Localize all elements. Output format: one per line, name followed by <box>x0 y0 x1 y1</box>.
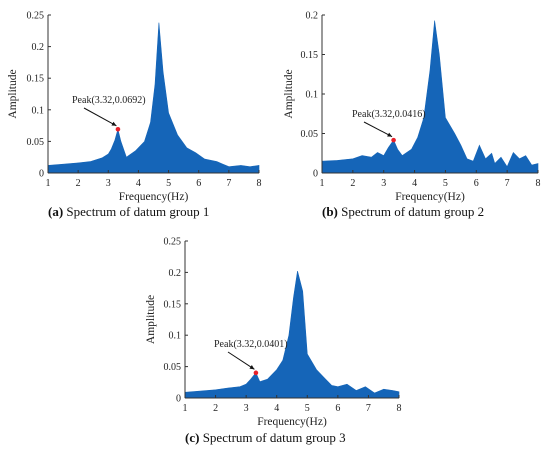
y-tick-label-a: 0 <box>39 169 44 180</box>
x-tick-label-b: 4 <box>412 178 417 189</box>
peak-label-a: Peak(3.32,0.0692) <box>72 95 146 106</box>
caption-b-text: Spectrum of datum group 2 <box>337 204 485 219</box>
y-tick-label-b: 0.05 <box>301 129 319 140</box>
y-tick-label-a: 0.25 <box>27 11 45 22</box>
y-tick-label-b: 0.2 <box>306 11 319 22</box>
x-tick-label-b: 8 <box>536 178 541 189</box>
y-tick-label-a: 0.15 <box>27 74 45 85</box>
peak-marker-c <box>253 370 259 376</box>
caption-b: (b) Spectrum of datum group 2 <box>322 204 484 220</box>
x-tick-label-a: 3 <box>106 178 111 189</box>
caption-c-text: Spectrum of datum group 3 <box>199 430 346 445</box>
peak-arrow-line-a <box>83 107 117 127</box>
x-tick-label-c: 5 <box>305 403 310 414</box>
x-tick-label-a: 6 <box>196 178 201 189</box>
y-tick-label-c: 0.15 <box>164 299 182 310</box>
y-axis-label-c: Amplitude <box>145 295 157 344</box>
peak-marker-b <box>391 137 396 143</box>
spectrum-area-a <box>47 22 260 174</box>
spectrum-area-b <box>321 20 539 174</box>
caption-b-letter: (b) <box>322 204 338 219</box>
x-tick-label-c: 4 <box>274 403 279 414</box>
caption-a: (a) Spectrum of datum group 1 <box>48 204 209 220</box>
spectrum-area-c <box>184 271 400 399</box>
x-tick-label-b: 5 <box>443 178 448 189</box>
peak-arrow-line-b <box>363 121 393 138</box>
y-tick-label-c: 0.05 <box>164 362 182 373</box>
x-tick-label-c: 7 <box>366 403 371 414</box>
y-tick-label-a: 0.2 <box>32 42 45 53</box>
x-tick-label-b: 2 <box>350 178 355 189</box>
x-tick-label-a: 1 <box>46 178 51 189</box>
peak-arrow-head-c <box>249 365 255 370</box>
y-tick-label-c: 0.25 <box>164 237 182 248</box>
y-axis-label-b: Amplitude <box>283 69 295 118</box>
y-tick-label-b: 0.15 <box>301 50 319 61</box>
y-tick-label-c: 0.1 <box>169 331 182 342</box>
peak-arrow-head-b <box>387 132 393 137</box>
x-tick-label-c: 8 <box>397 403 402 414</box>
x-tick-label-a: 7 <box>226 178 231 189</box>
x-tick-label-c: 1 <box>183 403 188 414</box>
x-tick-label-a: 8 <box>257 178 262 189</box>
x-tick-label-c: 3 <box>244 403 249 414</box>
y-tick-label-a: 0.05 <box>27 137 45 148</box>
x-axis-label-b: Frequency(Hz) <box>395 191 465 203</box>
x-tick-label-c: 6 <box>335 403 340 414</box>
x-tick-label-b: 7 <box>505 178 510 189</box>
x-tick-label-a: 4 <box>136 178 141 189</box>
y-tick-label-b: 0 <box>313 169 318 180</box>
y-tick-label-a: 0.1 <box>32 105 45 116</box>
caption-a-text: Spectrum of datum group 1 <box>63 204 210 219</box>
y-tick-label-c: 0.2 <box>169 268 182 279</box>
peak-arrow-line-c <box>227 351 255 370</box>
x-tick-label-b: 1 <box>320 178 325 189</box>
x-tick-label-a: 2 <box>76 178 81 189</box>
peak-label-b: Peak(3.32,0.0416) <box>352 109 426 120</box>
caption-a-letter: (a) <box>48 204 64 219</box>
peak-label-c: Peak(3.32,0.0401) <box>214 339 288 350</box>
x-tick-label-b: 3 <box>381 178 386 189</box>
caption-c-letter: (c) <box>185 430 200 445</box>
x-axis-label-a: Frequency(Hz) <box>119 191 189 203</box>
peak-marker-a <box>115 126 121 132</box>
y-tick-label-c: 0 <box>176 394 181 405</box>
x-tick-label-a: 5 <box>166 178 171 189</box>
x-axis-label-c: Frequency(Hz) <box>257 416 327 428</box>
y-axis-label-a: Amplitude <box>7 69 19 118</box>
x-tick-label-b: 6 <box>474 178 479 189</box>
x-tick-label-c: 2 <box>213 403 218 414</box>
peak-arrow-head-a <box>111 121 117 126</box>
y-tick-label-b: 0.1 <box>306 90 319 101</box>
caption-c: (c) Spectrum of datum group 3 <box>185 430 346 446</box>
